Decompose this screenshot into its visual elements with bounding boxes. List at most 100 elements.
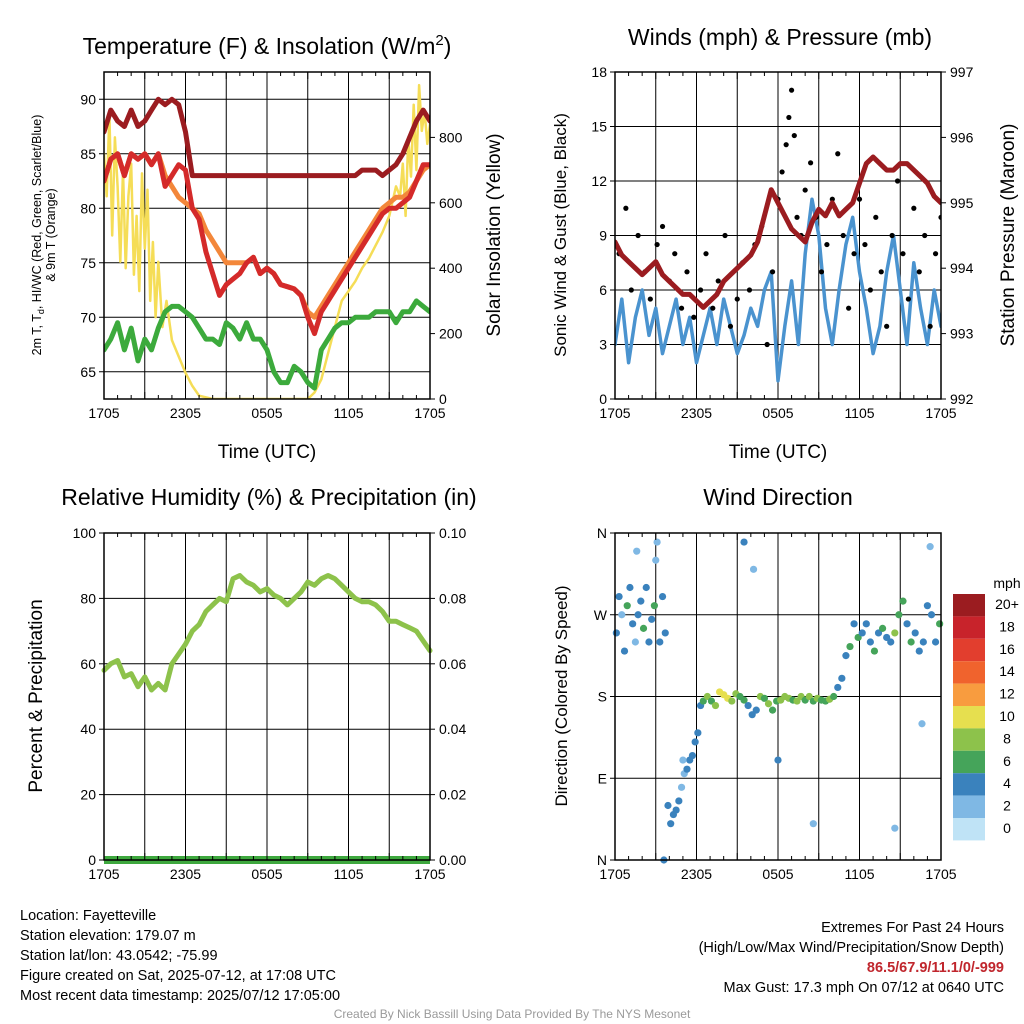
direction-point (760, 694, 769, 702)
direction-ylabel: Direction (Colored By Speed) (552, 585, 571, 806)
gust-point (672, 251, 678, 257)
legend-swatch (953, 638, 985, 662)
gust-point (932, 251, 939, 257)
y2-tick-label: 0 (439, 391, 447, 407)
y-tick-label: 90 (80, 91, 96, 107)
gust-point (623, 205, 629, 211)
y2-tick-label: 995 (950, 195, 974, 211)
extremes-values: 86.5/67.9/11.1/0/-999 (866, 960, 1004, 976)
gust-point (878, 269, 884, 275)
x-tick-label: 1105 (844, 405, 874, 421)
extremes-heading: Extremes For Past 24 Hours (821, 920, 1004, 936)
x-tick-label: 2305 (681, 866, 712, 882)
legend-swatch (953, 661, 985, 684)
winds-chart: 0 3 6 9 12 15 18 992 993 994 995 996 997 1705 2305 0505… (551, 24, 1019, 463)
gust-point (628, 287, 634, 293)
gust-point (856, 196, 863, 202)
legend-label: 10 (999, 708, 1015, 724)
direction-point (675, 797, 683, 805)
direction-point (891, 629, 899, 637)
direction-point (740, 538, 748, 546)
location-text: Location: Fayetteville (20, 908, 157, 924)
gust-point (715, 278, 721, 284)
y-tick-label: 100 (73, 525, 97, 541)
y-tick-label: E (598, 770, 607, 786)
gust-point (710, 305, 716, 311)
legend-label: 4 (1003, 775, 1011, 791)
gust-point (927, 323, 933, 329)
y-tick-label: 75 (80, 255, 96, 271)
gust-point (684, 269, 690, 275)
gust-point (678, 305, 685, 311)
x-tick-label: 1705 (88, 866, 119, 882)
direction-point (637, 597, 645, 605)
direction-point (672, 806, 680, 814)
direction-point (744, 701, 752, 710)
direction-point (918, 720, 926, 728)
direction-point (639, 624, 648, 632)
y2-tick-label: 0.04 (439, 721, 466, 737)
y-tick-label: 85 (80, 146, 96, 162)
direction-point (618, 611, 626, 619)
gust-point (722, 232, 728, 239)
legend-label: 18 (999, 618, 1015, 634)
direction-point (631, 638, 639, 646)
relative-humidity-line (101, 573, 433, 693)
direction-point (774, 756, 782, 764)
x-tick-label: 1705 (925, 405, 956, 421)
direction-point (694, 729, 702, 737)
direction-title: Wind Direction (703, 484, 853, 510)
legend-swatch (953, 616, 985, 639)
gust-point (635, 232, 641, 239)
legend-label: 20+ (995, 596, 1019, 612)
direction-point (927, 611, 936, 619)
direction-points (612, 538, 944, 864)
direction-point (623, 602, 631, 610)
y-tick-label: 65 (80, 364, 96, 380)
winds-xlabel: Time (UTC) (729, 442, 828, 463)
direction-point (661, 629, 669, 637)
gust-point (791, 132, 797, 139)
legend-swatch (953, 706, 985, 729)
humidity-chart: 0 20 40 60 80 100 0.00 0.02 0.04 0.06 0.08 0.10 1705… (26, 484, 477, 882)
direction-point (887, 638, 895, 646)
x-tick-label: 1705 (599, 866, 630, 882)
direction-point (728, 697, 736, 705)
direction-point (846, 642, 854, 651)
y-tick-label: 18 (591, 64, 607, 80)
sonic-wind-line (615, 197, 941, 383)
y2-tick-label: 992 (950, 391, 974, 407)
gust-point (786, 114, 792, 121)
direction-point (691, 738, 699, 746)
gust-point (647, 296, 653, 302)
y2-tick-label: 0.08 (439, 590, 466, 606)
gust-point (867, 287, 873, 293)
gust-point (846, 305, 852, 311)
y2-tick-label: 0.02 (439, 787, 466, 803)
direction-point (633, 547, 641, 555)
direction-point (620, 647, 629, 655)
humidity-ylabel: Percent & Precipitation (26, 599, 47, 792)
gust-point (697, 287, 704, 293)
direction-point (740, 696, 748, 704)
direction-point (838, 674, 846, 682)
direction-point (931, 638, 940, 646)
legend-swatch (953, 818, 985, 841)
gust-point (769, 269, 776, 275)
direction-point (842, 652, 850, 660)
y-tick-label: 12 (591, 173, 607, 189)
legend-label: 2 (1003, 798, 1011, 814)
x-tick-label: 1705 (414, 405, 445, 421)
gust-point (922, 232, 928, 239)
legend-swatch (953, 594, 985, 617)
direction-point (645, 638, 653, 646)
winds-ylabel: Sonic Wind & Gust (Blue, Black) (551, 113, 570, 357)
direction-point (626, 583, 634, 592)
humidity-title: Relative Humidity (%) & Precipitation (i… (61, 484, 476, 510)
temperature-ylabel: 2m T, Td, HI/WC (Red, Green, Scarlet/Blu… (30, 115, 46, 356)
y-tick-label: 80 (80, 200, 96, 216)
temperature-title: Temperature (F) & Insolation (W/m2) (83, 32, 452, 59)
gust-point (900, 251, 906, 257)
x-tick-label: 1105 (844, 866, 874, 882)
direction-point (911, 629, 919, 637)
